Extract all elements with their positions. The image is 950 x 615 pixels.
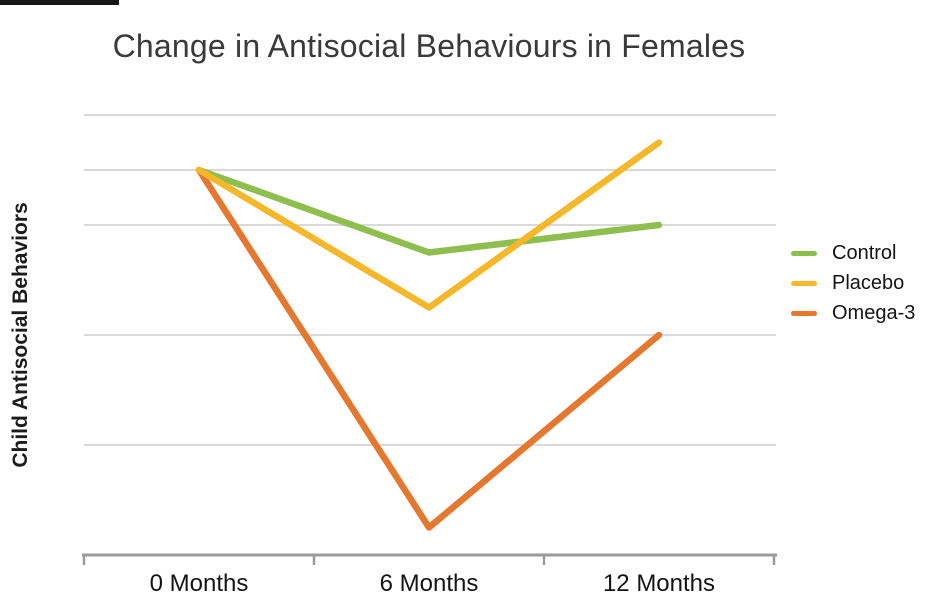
chart-title: Change in Antisocial Behaviours in Femal… — [112, 28, 746, 64]
series-line-omega-3 — [195, 166, 663, 531]
legend-swatch-omega-3 — [791, 311, 817, 316]
series-line-placebo — [195, 139, 663, 311]
legend-item-control: Control — [791, 242, 915, 264]
x-tick-label-0-months: 0 Months — [149, 570, 249, 597]
x-tick-label-12-months: 12 Months — [602, 570, 716, 597]
x-tick-label-6-months: 6 Months — [379, 570, 479, 597]
legend-label-placebo: Placebo — [832, 272, 905, 294]
series-line-control — [195, 166, 663, 256]
legend-label-control: Control — [832, 242, 897, 264]
legend: Control Placebo Omega-3 — [791, 242, 916, 324]
legend-label-omega-3: Omega-3 — [832, 302, 916, 324]
legend-swatch-control — [791, 251, 817, 256]
legend-item-placebo: Placebo — [791, 272, 915, 294]
video-frame-artifact — [0, 0, 119, 5]
legend-item-omega-3: Omega-3 — [791, 302, 916, 324]
legend-swatch-placebo — [791, 281, 817, 286]
